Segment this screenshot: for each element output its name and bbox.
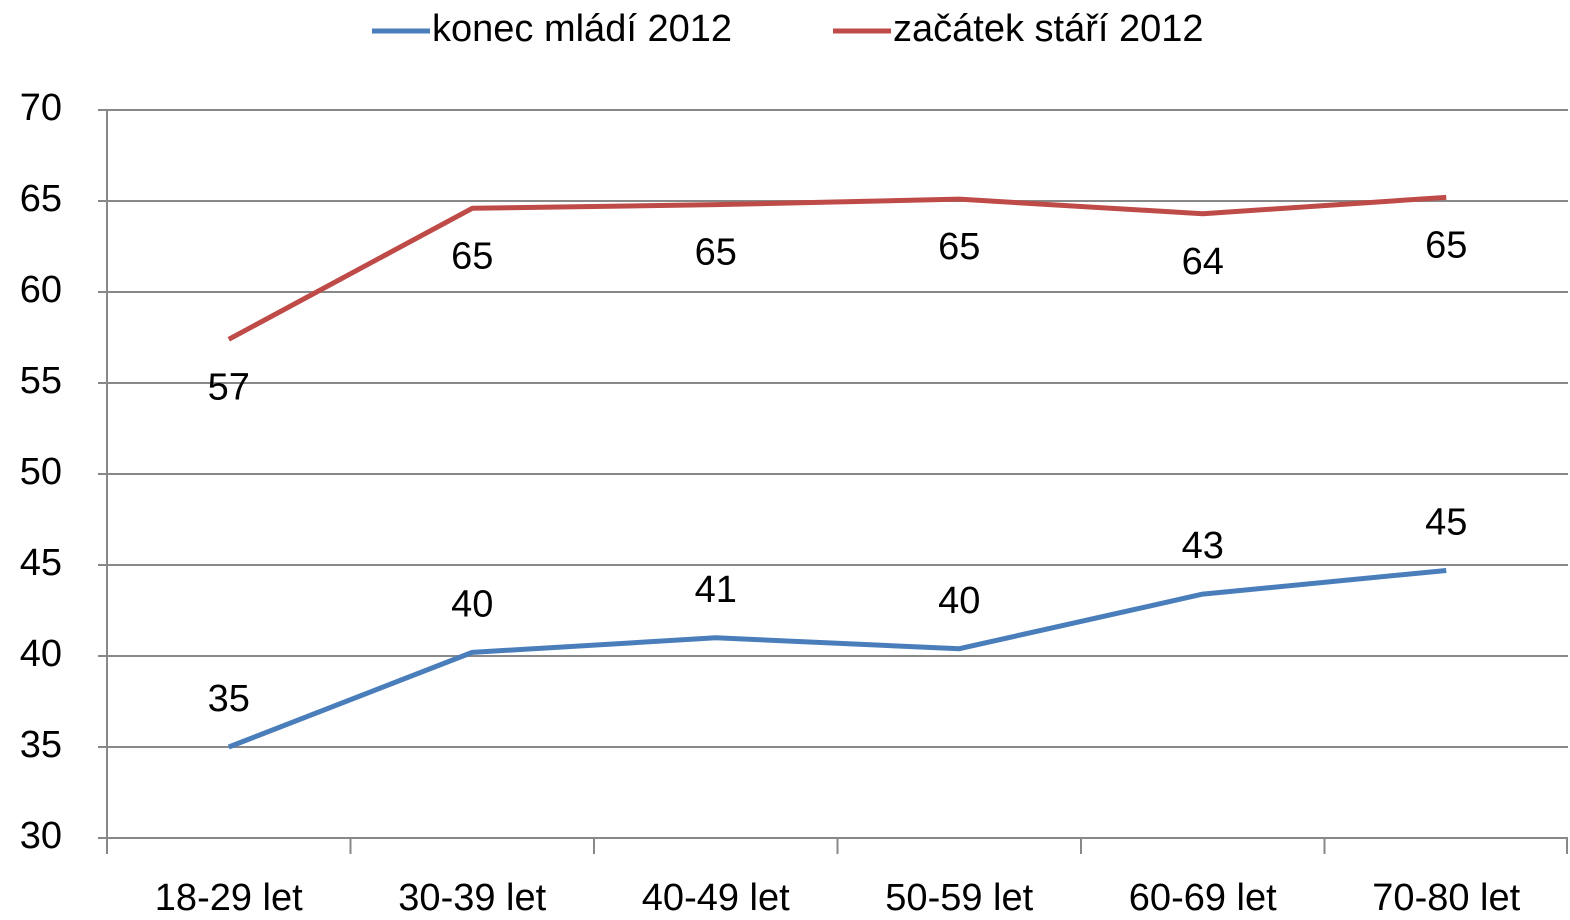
y-tick-label: 60 xyxy=(20,269,62,311)
data-label: 41 xyxy=(695,569,737,611)
data-label: 64 xyxy=(1182,241,1224,283)
series-line xyxy=(227,194,1447,342)
x-tick-label: 70-80 let xyxy=(1372,877,1520,919)
y-tick-label: 65 xyxy=(20,178,62,220)
x-tick-label: 60-69 let xyxy=(1129,877,1277,919)
y-tick-label: 55 xyxy=(20,360,62,402)
data-label: 45 xyxy=(1425,501,1467,543)
x-tick-label: 50-59 let xyxy=(885,877,1033,919)
legend-label: konec mládí 2012 xyxy=(432,8,732,50)
y-tick-label: 35 xyxy=(20,724,62,766)
x-tick-label: 40-49 let xyxy=(642,877,790,919)
data-label: 65 xyxy=(1425,224,1467,266)
data-label: 43 xyxy=(1182,525,1224,567)
data-label: 65 xyxy=(938,226,980,268)
legend-label: začátek stáří 2012 xyxy=(893,8,1204,50)
y-tick-label: 40 xyxy=(20,633,62,675)
y-tick-label: 45 xyxy=(20,542,62,584)
data-label: 40 xyxy=(451,583,493,625)
x-tick-label: 30-39 let xyxy=(398,877,546,919)
data-label: 35 xyxy=(208,678,250,720)
series-line xyxy=(227,567,1447,750)
y-tick-label: 70 xyxy=(20,87,62,129)
y-tick-label: 30 xyxy=(20,815,62,857)
x-tick-label: 18-29 let xyxy=(155,877,303,919)
data-label: 57 xyxy=(208,366,250,408)
data-label: 65 xyxy=(695,232,737,274)
data-label: 65 xyxy=(451,235,493,277)
y-tick-label: 50 xyxy=(20,451,62,493)
data-label: 40 xyxy=(938,580,980,622)
